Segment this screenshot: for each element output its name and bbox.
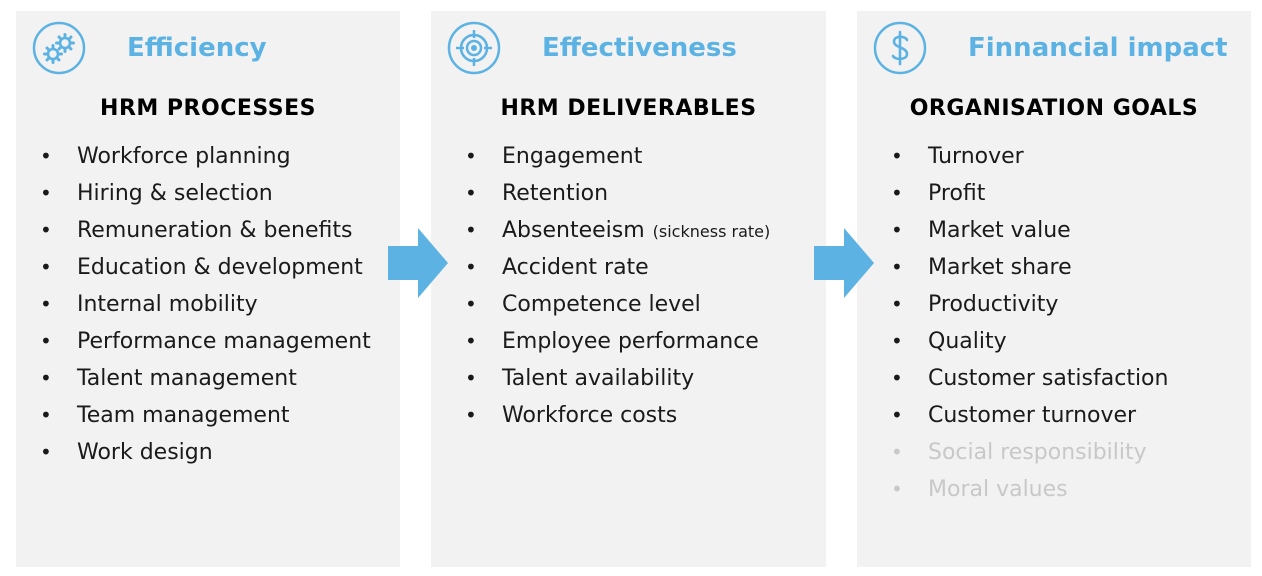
bullet-icon: • [465,144,477,168]
bullet-icon: • [40,255,52,279]
bullet-icon: • [891,144,903,168]
bullet-icon: • [891,477,903,501]
list-item: • Performance management [40,323,371,360]
item-label: Social responsibility [928,440,1147,465]
item-label: Workforce planning [77,144,291,169]
bullet-icon: • [40,403,52,427]
list-item: • Competence level [465,286,770,323]
list-item: • Internal mobility [40,286,371,323]
bullet-icon: • [465,403,477,427]
bullet-icon: • [40,329,52,353]
list-item: • Accident rate [465,249,770,286]
target-icon [447,21,501,75]
list-item: • Education & development [40,249,371,286]
list-item: • Remuneration & benefits [40,212,371,249]
item-label: Engagement [502,144,643,169]
arrow-right-icon [814,228,874,298]
bullet-icon: • [465,255,477,279]
item-note: (sickness rate) [652,222,771,241]
column-title: Effectiveness [542,33,737,63]
item-label: Team management [77,403,290,428]
bullet-icon: • [40,144,52,168]
bullet-icon: • [40,440,52,464]
list-item: • Turnover [891,138,1168,175]
list-item: • Market share [891,249,1168,286]
list-item: • Moral values [891,471,1168,508]
item-label: Profit [928,181,986,206]
item-label: Remuneration & benefits [77,218,353,243]
item-list: • Turnover • Profit • Market value • Market sha… [891,138,1168,508]
bullet-icon: • [40,218,52,242]
bullet-icon: • [891,255,903,279]
list-item: • Retention [465,175,770,212]
bullet-icon: • [891,366,903,390]
financial-impact-panel: Finnancial impact ORGANISATION GOALS • Tu… [857,11,1251,567]
bullet-icon: • [465,181,477,205]
item-label: Internal mobility [77,292,258,317]
item-label: Accident rate [502,255,649,280]
bullet-icon: • [891,181,903,205]
item-label: Customer satisfaction [928,366,1169,391]
item-label: Retention [502,181,609,206]
list-item: • Workforce planning [40,138,371,175]
list-item: • Customer turnover [891,397,1168,434]
bullet-icon: • [40,181,52,205]
list-item: • Market value [891,212,1168,249]
bullet-icon: • [465,366,477,390]
list-item: • Profit [891,175,1168,212]
item-label: Performance management [77,329,371,354]
arrow-right-icon [388,228,448,298]
list-item: • Workforce costs [465,397,770,434]
bullet-icon: • [465,292,477,316]
column-heading: HRM DELIVERABLES [500,96,757,121]
list-item: • Social responsibility [891,434,1168,471]
bullet-icon: • [891,218,903,242]
item-label: Turnover [928,144,1024,169]
item-label: Absenteeism [502,218,645,243]
item-list: • Workforce planning • Hiring & selection • R… [40,138,371,471]
bullet-icon: • [40,366,52,390]
efficiency-panel: Efficiency HRM PROCESSES • Workforce plan… [16,11,400,567]
column-heading: ORGANISATION GOALS [909,96,1199,121]
item-label: Work design [77,440,213,465]
item-label: Customer turnover [928,403,1137,428]
bullet-icon: • [40,292,52,316]
item-label: Employee performance [502,329,759,354]
list-item: • Talent availability [465,360,770,397]
list-item: • Hiring & selection [40,175,371,212]
list-item: • Work design [40,434,371,471]
list-item: • Talent management [40,360,371,397]
item-label: Market share [928,255,1072,280]
list-item: • Productivity [891,286,1168,323]
column-title: Efficiency [127,33,267,63]
item-label: Workforce costs [502,403,678,428]
item-label: Market value [928,218,1071,243]
item-label: Competence level [502,292,701,317]
column-title: Finnancial impact [968,33,1228,63]
item-label: Quality [928,329,1007,354]
dollar-icon [873,21,927,75]
bullet-icon: • [465,329,477,353]
list-item: • Team management [40,397,371,434]
item-label: Productivity [928,292,1059,317]
item-label: Education & development [77,255,363,280]
list-item: • Absenteeism (sickness rate) [465,212,770,249]
bullet-icon: • [891,440,903,464]
item-list: • Engagement • Retention • Absenteeism (sickne… [465,138,770,434]
effectiveness-panel: Effectiveness HRM DELIVERABLES • Engageme… [431,11,826,567]
item-label: Talent availability [502,366,695,391]
item-label: Talent management [77,366,297,391]
list-item: • Employee performance [465,323,770,360]
list-item: • Quality [891,323,1168,360]
gears-icon [32,21,86,75]
list-item: • Engagement [465,138,770,175]
bullet-icon: • [891,292,903,316]
bullet-icon: • [891,403,903,427]
list-item: • Customer satisfaction [891,360,1168,397]
bullet-icon: • [465,218,477,242]
column-heading: HRM PROCESSES [100,96,316,121]
item-label: Hiring & selection [77,181,273,206]
bullet-icon: • [891,329,903,353]
item-label: Moral values [928,477,1068,502]
